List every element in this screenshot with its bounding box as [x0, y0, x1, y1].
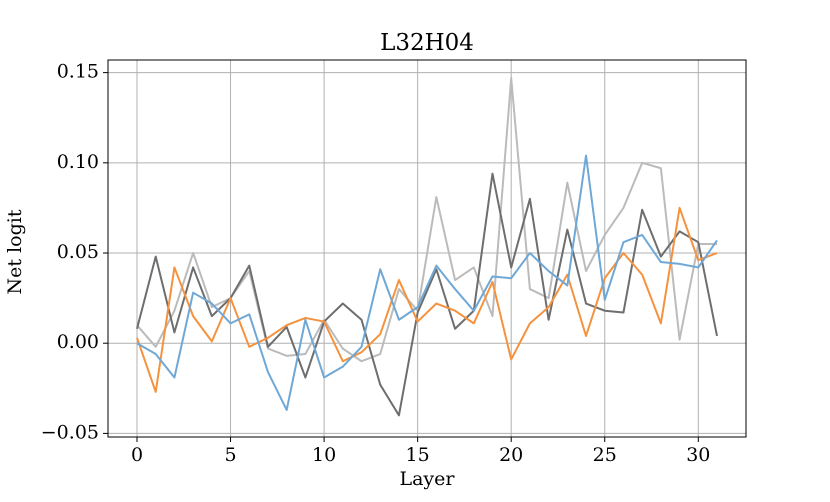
- x-tick-label: 20: [499, 444, 523, 466]
- y-tick-label: −0.05: [41, 421, 99, 443]
- y-tick-label: 0.10: [57, 151, 99, 173]
- series-line: [136, 172, 718, 417]
- x-tick-label: 25: [593, 444, 617, 466]
- y-tick-label: 0.00: [57, 331, 99, 353]
- x-tick-label: 15: [406, 444, 430, 466]
- x-tick-label: 10: [312, 444, 336, 466]
- series-line: [136, 206, 718, 393]
- series-line: [136, 77, 717, 363]
- x-tick-label: 0: [131, 444, 143, 466]
- x-axis-label: Layer: [399, 468, 455, 490]
- y-tick-label: 0.05: [57, 241, 99, 263]
- x-tick-label: 30: [686, 444, 710, 466]
- y-tick-label: 0.15: [57, 61, 99, 83]
- plot-frame: [107, 59, 747, 438]
- y-axis-label: Net logit: [4, 209, 26, 294]
- series-line: [136, 154, 718, 411]
- x-tick-label: 5: [225, 444, 237, 466]
- chart-title: L32H04: [380, 30, 474, 56]
